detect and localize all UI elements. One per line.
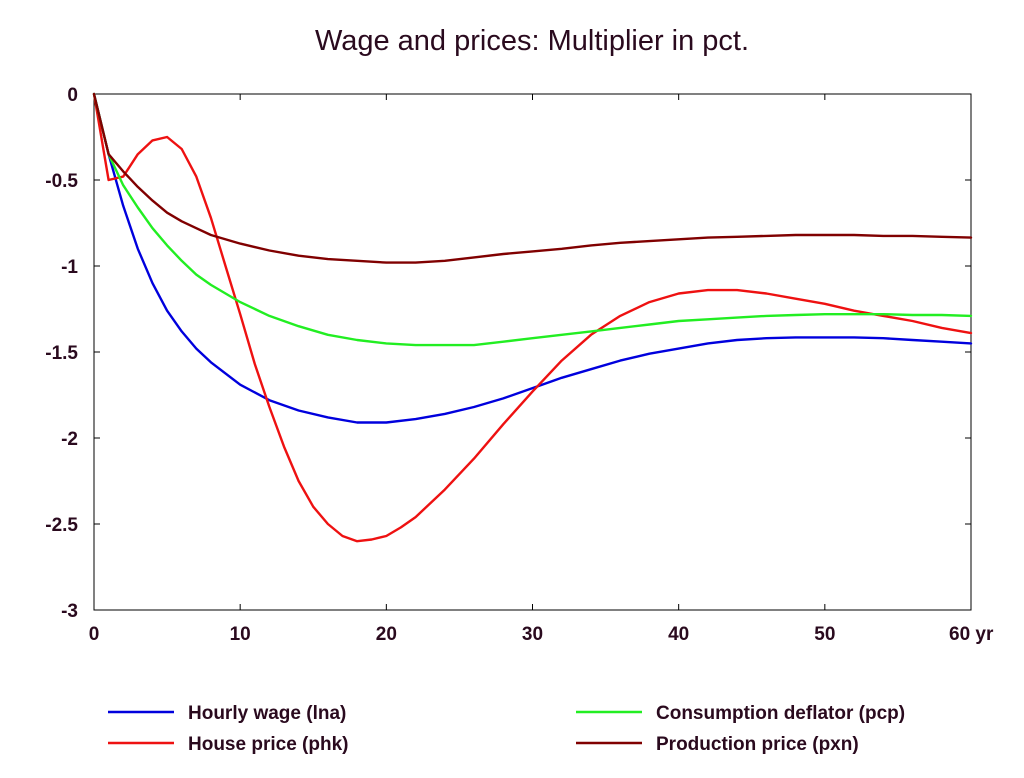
x-tick-label: 20 [376,624,397,645]
y-tick-label: -1 [61,257,78,278]
y-tick-label: -2 [61,429,78,450]
y-tick-label: 0 [67,85,78,106]
x-tick-label: 60 yr [949,624,994,645]
legend-label: Consumption deflator (pcp) [656,703,905,724]
x-tick-label: 40 [668,624,689,645]
y-axis: 0 -0.5 -1 -1.5 -2 -2.5 -3 [45,85,971,622]
legend: Hourly wage (lna) House price (phk) Consum… [108,703,905,755]
y-tick-label: -1.5 [45,343,78,364]
x-axis: 0 10 20 30 40 50 60 yr [89,94,994,645]
x-tick-label: 0 [89,624,100,645]
series-line-3 [92,92,973,264]
legend-label: House price (phk) [188,734,348,755]
x-tick-label: 50 [814,624,835,645]
series-line-1 [92,92,973,543]
y-tick-label: -2.5 [45,515,78,536]
plot-area [93,93,972,611]
y-tick-label: -0.5 [45,171,78,192]
y-tick-label: -3 [61,601,78,622]
x-tick-label: 30 [522,624,543,645]
chart-title: Wage and prices: Multiplier in pct. [315,25,749,57]
series-layer [92,92,973,543]
legend-label: Hourly wage (lna) [188,703,346,724]
legend-label: Production price (pxn) [656,734,859,755]
series-line-2 [92,92,973,347]
x-tick-label: 10 [230,624,251,645]
series-line-0 [92,92,973,424]
